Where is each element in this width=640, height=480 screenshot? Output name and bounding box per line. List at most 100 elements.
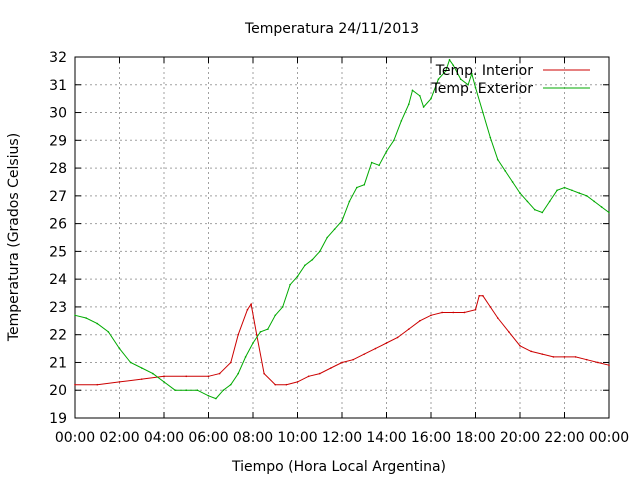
data-point-1: [571, 189, 573, 192]
data-point-1: [385, 150, 388, 153]
data-point-1: [526, 200, 529, 203]
data-point-0: [482, 295, 484, 297]
data-point-1: [504, 170, 506, 172]
data-point-1: [341, 220, 343, 222]
y-tick-label: 31: [49, 78, 67, 94]
data-point-0: [508, 331, 510, 333]
data-point-1: [356, 186, 358, 189]
data-point-0: [597, 361, 599, 364]
data-point-1: [411, 89, 414, 92]
data-point-0: [363, 353, 366, 355]
data-point-0: [185, 375, 188, 378]
data-point-0: [237, 333, 239, 336]
data-point-1: [467, 83, 469, 86]
data-point-0: [608, 364, 610, 367]
data-point-1: [448, 58, 451, 61]
data-point-1: [237, 372, 239, 375]
data-point-1: [578, 192, 581, 194]
data-point-1: [600, 206, 603, 208]
y-tick-label: 25: [49, 244, 67, 260]
data-point-1: [207, 394, 210, 397]
y-tick-label: 26: [49, 217, 67, 233]
data-point-1: [222, 389, 225, 392]
data-point-0: [263, 372, 265, 375]
x-tick-label: 06:00: [188, 430, 228, 446]
x-tick-label: 00:00: [589, 430, 629, 446]
data-point-1: [482, 111, 484, 114]
data-point-0: [385, 342, 388, 344]
data-point-1: [378, 164, 380, 167]
data-point-0: [285, 383, 288, 386]
data-point-0: [496, 317, 499, 319]
data-point-1: [318, 250, 321, 253]
data-point-0: [296, 381, 299, 383]
data-point-1: [196, 389, 199, 392]
y-tick-label: 27: [49, 189, 67, 205]
x-tick-label: 00:00: [55, 430, 95, 446]
data-point-0: [452, 311, 455, 314]
data-point-1: [118, 347, 121, 350]
data-point-1: [593, 200, 595, 203]
series-line-0: [75, 295, 610, 386]
data-point-0: [519, 345, 521, 347]
data-point-1: [274, 314, 277, 317]
legend: Temp. Interior Temp. Exterior: [431, 63, 590, 97]
data-point-0: [318, 372, 321, 375]
data-point-1: [267, 328, 269, 330]
y-tick-label: 24: [49, 272, 67, 288]
data-point-1: [289, 283, 291, 286]
x-tick-label: 12:00: [322, 430, 362, 446]
data-point-1: [608, 211, 610, 214]
data-point-1: [304, 264, 306, 267]
data-point-0: [441, 311, 443, 314]
data-point-0: [307, 375, 310, 378]
y-tick-label: 29: [49, 133, 67, 149]
y-tick-label: 32: [49, 50, 67, 66]
legend-label: Temp. Exterior: [431, 81, 534, 97]
data-point-1: [511, 181, 514, 183]
x-tick-label: 18:00: [455, 430, 495, 446]
data-point-1: [107, 331, 110, 333]
data-point-1: [393, 139, 395, 142]
data-point-1: [541, 211, 544, 214]
data-point-0: [218, 372, 221, 375]
data-point-1: [363, 183, 366, 186]
data-point-0: [430, 314, 432, 317]
y-tick-label: 22: [49, 328, 67, 344]
data-point-1: [129, 361, 132, 364]
data-point-1: [452, 64, 455, 67]
x-tick-label: 16:00: [411, 430, 451, 446]
data-point-1: [407, 103, 410, 106]
data-point-0: [207, 375, 210, 378]
x-tick-label: 20:00: [500, 430, 540, 446]
y-tick-label: 28: [49, 161, 67, 177]
chart-title: Temperatura 24/11/2013: [244, 21, 419, 37]
data-point-1: [244, 356, 247, 358]
data-point-0: [552, 356, 555, 358]
data-point-0: [163, 375, 165, 378]
data-point-1: [419, 95, 421, 97]
data-point-0: [246, 308, 249, 311]
data-point-0: [419, 320, 421, 322]
data-point-1: [96, 322, 99, 325]
data-point-1: [185, 389, 188, 392]
data-point-1: [585, 195, 588, 197]
x-tick-label: 14:00: [366, 430, 406, 446]
data-point-1: [85, 317, 87, 319]
data-point-0: [563, 356, 566, 358]
data-point-1: [281, 306, 284, 308]
data-point-0: [255, 333, 258, 336]
data-point-0: [407, 328, 410, 330]
data-point-0: [396, 336, 399, 339]
series-line-1: [74, 58, 610, 400]
data-point-1: [296, 275, 299, 278]
data-point-0: [541, 353, 544, 355]
data-point-1: [174, 389, 176, 392]
data-point-1: [556, 189, 558, 192]
data-point-0: [489, 306, 492, 308]
data-point-0: [585, 358, 588, 361]
data-point-0: [118, 381, 121, 383]
data-point-1: [430, 97, 432, 100]
